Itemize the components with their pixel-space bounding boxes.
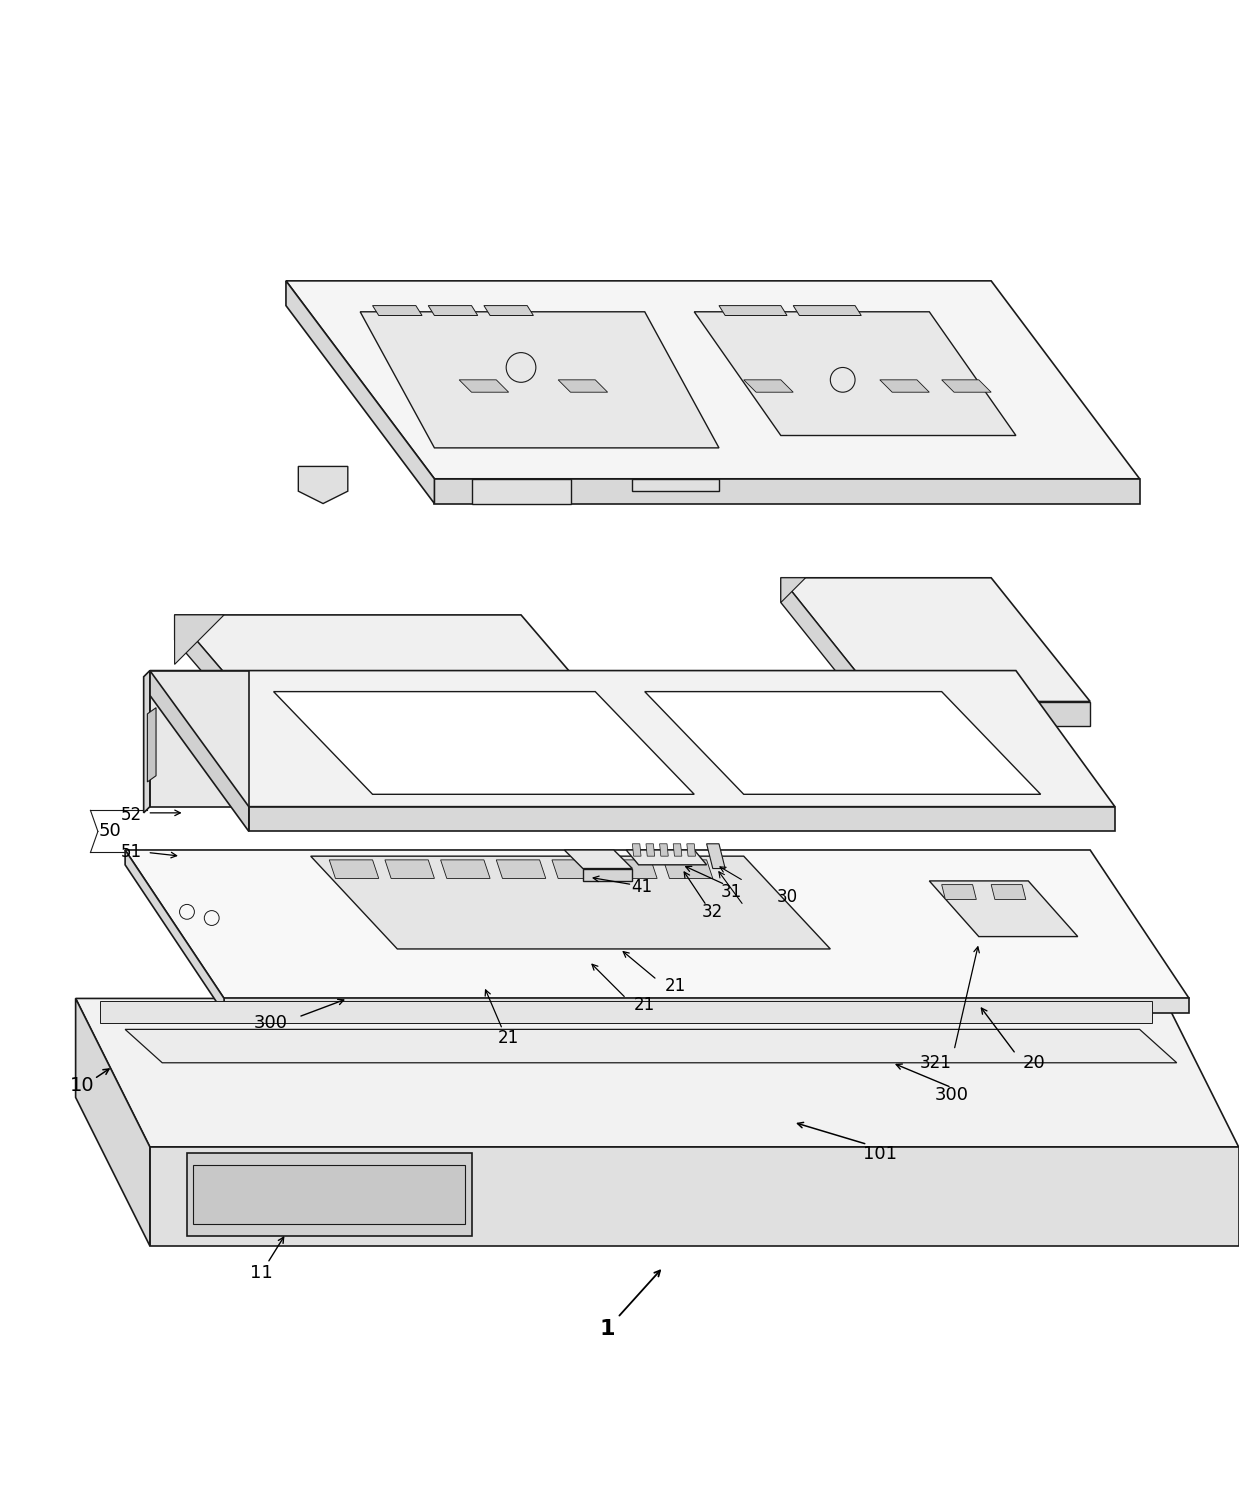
- Text: 300: 300: [254, 1014, 288, 1032]
- Polygon shape: [660, 844, 668, 856]
- Polygon shape: [645, 691, 1040, 795]
- Polygon shape: [707, 844, 725, 868]
- Polygon shape: [274, 691, 694, 795]
- Polygon shape: [781, 578, 880, 727]
- Text: 31: 31: [720, 883, 742, 901]
- Polygon shape: [125, 850, 224, 1014]
- Text: 50: 50: [99, 823, 122, 841]
- Polygon shape: [552, 859, 601, 879]
- Polygon shape: [150, 670, 249, 832]
- Text: 32: 32: [702, 903, 723, 921]
- Polygon shape: [100, 1000, 1152, 1023]
- Polygon shape: [484, 305, 533, 315]
- Polygon shape: [193, 1166, 465, 1224]
- Text: 11: 11: [249, 1265, 273, 1283]
- Polygon shape: [366, 751, 428, 763]
- Polygon shape: [150, 670, 1115, 807]
- Polygon shape: [125, 1029, 1177, 1063]
- Polygon shape: [175, 614, 324, 813]
- Polygon shape: [496, 859, 546, 879]
- Polygon shape: [224, 999, 1189, 1014]
- Polygon shape: [428, 305, 477, 315]
- Polygon shape: [632, 844, 641, 856]
- Polygon shape: [471, 479, 570, 503]
- Polygon shape: [144, 670, 150, 813]
- Polygon shape: [187, 1154, 471, 1236]
- Polygon shape: [941, 380, 991, 392]
- Polygon shape: [794, 305, 862, 315]
- Polygon shape: [324, 789, 670, 813]
- Text: 21: 21: [634, 996, 656, 1014]
- Polygon shape: [440, 859, 490, 879]
- Text: 321: 321: [920, 1054, 951, 1072]
- Polygon shape: [299, 467, 347, 503]
- Text: 30: 30: [776, 888, 797, 906]
- Polygon shape: [286, 281, 434, 503]
- Polygon shape: [880, 701, 1090, 727]
- Text: 51: 51: [120, 844, 141, 862]
- Polygon shape: [608, 859, 657, 879]
- Polygon shape: [175, 614, 224, 664]
- Polygon shape: [150, 670, 249, 807]
- Polygon shape: [991, 885, 1025, 900]
- Polygon shape: [744, 380, 794, 392]
- Polygon shape: [632, 479, 719, 491]
- Polygon shape: [76, 999, 1239, 1148]
- Polygon shape: [125, 850, 1189, 999]
- Text: 41: 41: [631, 879, 652, 897]
- Text: 21: 21: [498, 1029, 520, 1047]
- Text: 101: 101: [863, 1146, 897, 1164]
- Polygon shape: [687, 844, 696, 856]
- Polygon shape: [477, 754, 521, 768]
- Polygon shape: [384, 859, 434, 879]
- Polygon shape: [646, 844, 655, 856]
- Polygon shape: [175, 614, 670, 789]
- Text: 52: 52: [120, 807, 141, 825]
- Polygon shape: [781, 578, 1090, 701]
- Text: 21: 21: [665, 978, 686, 994]
- Polygon shape: [150, 1148, 1239, 1245]
- Polygon shape: [626, 850, 707, 865]
- Polygon shape: [781, 578, 806, 602]
- Polygon shape: [459, 380, 508, 392]
- Polygon shape: [583, 868, 632, 880]
- Polygon shape: [360, 312, 719, 448]
- Text: 10: 10: [69, 1075, 94, 1095]
- Polygon shape: [880, 380, 929, 392]
- Polygon shape: [330, 859, 378, 879]
- Polygon shape: [941, 885, 976, 900]
- Text: 300: 300: [935, 1086, 968, 1104]
- Polygon shape: [311, 856, 831, 949]
- Polygon shape: [663, 859, 713, 879]
- Polygon shape: [719, 305, 787, 315]
- Polygon shape: [76, 999, 150, 1245]
- Polygon shape: [434, 479, 1140, 503]
- Polygon shape: [673, 844, 682, 856]
- Polygon shape: [372, 305, 422, 315]
- Polygon shape: [148, 707, 156, 783]
- Polygon shape: [558, 380, 608, 392]
- Polygon shape: [249, 807, 1115, 832]
- Polygon shape: [286, 281, 1140, 479]
- Text: 1: 1: [600, 1319, 615, 1338]
- Text: 20: 20: [1023, 1054, 1045, 1072]
- Polygon shape: [564, 850, 632, 868]
- Polygon shape: [694, 312, 1016, 436]
- Polygon shape: [929, 880, 1078, 937]
